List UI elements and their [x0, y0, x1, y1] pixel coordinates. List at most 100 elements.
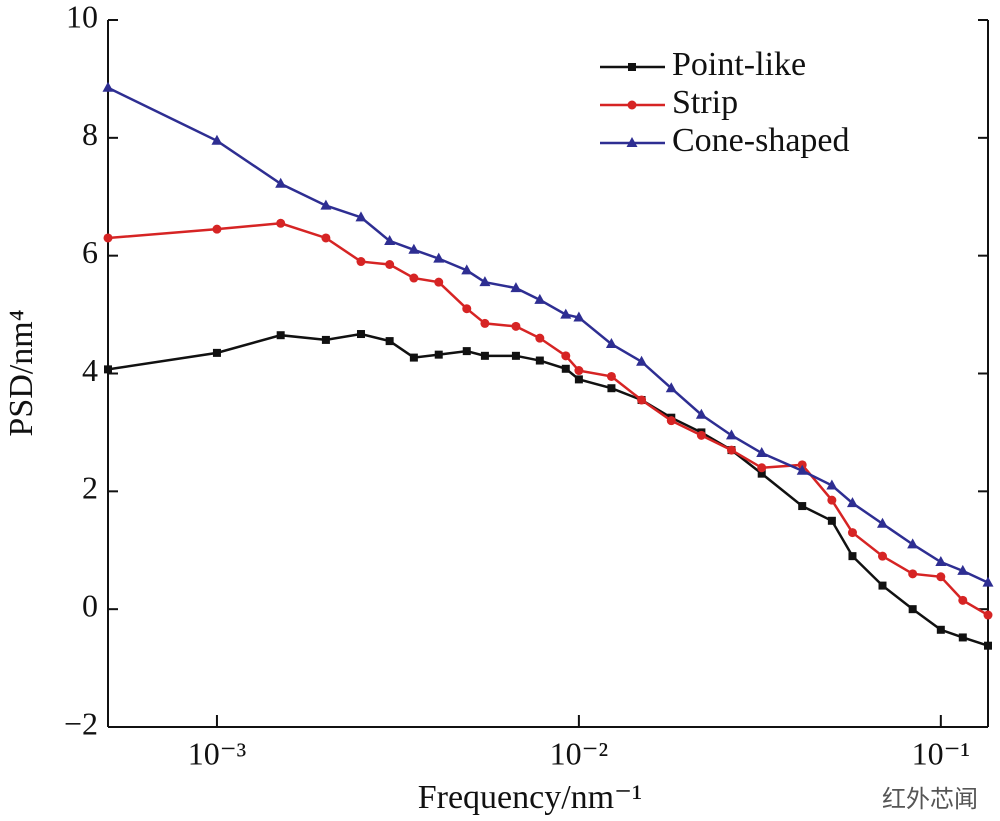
marker [637, 395, 647, 405]
marker [212, 348, 221, 357]
marker [957, 564, 969, 575]
marker [462, 304, 472, 314]
marker [384, 234, 396, 245]
marker [848, 552, 857, 561]
marker [561, 351, 571, 361]
marker [636, 355, 648, 366]
y-tick-label: 6 [82, 234, 98, 270]
marker [847, 528, 857, 538]
marker [907, 538, 919, 549]
marker [480, 351, 489, 360]
marker [796, 464, 808, 475]
marker [355, 211, 367, 222]
marker [958, 595, 968, 605]
marker [510, 282, 522, 293]
marker [846, 497, 858, 508]
marker [726, 445, 736, 455]
marker [356, 257, 366, 267]
y-tick-label: −2 [64, 705, 98, 741]
marker [511, 351, 520, 360]
marker [534, 293, 546, 304]
series-line [107, 86, 989, 584]
marker [434, 277, 444, 287]
y-tick-label: 4 [82, 352, 98, 388]
marker [984, 641, 992, 650]
x-tick-label: 10⁻³ [188, 735, 246, 771]
marker [574, 366, 584, 376]
marker [385, 260, 395, 270]
marker [798, 502, 807, 511]
x-tick-label: 10⁻² [550, 735, 608, 771]
legend-label: Strip [672, 84, 738, 121]
marker [321, 335, 330, 344]
marker [983, 610, 993, 620]
marker [666, 416, 676, 426]
marker [211, 134, 223, 145]
marker [276, 331, 285, 340]
marker [276, 218, 286, 228]
marker [479, 276, 491, 287]
y-tick-label: 10 [66, 0, 98, 34]
marker [535, 333, 545, 343]
marker [908, 569, 918, 579]
marker [695, 408, 707, 419]
marker [433, 252, 445, 263]
y-tick-label: 0 [82, 588, 98, 624]
marker [607, 384, 616, 393]
marker [827, 495, 837, 505]
marker [321, 233, 331, 243]
marker [756, 447, 768, 458]
legend-label: Cone-shaped [672, 122, 850, 159]
marker [535, 356, 544, 365]
y-tick-label: 2 [82, 470, 98, 506]
y-tick-label: 8 [82, 116, 98, 152]
marker [757, 469, 766, 478]
marker [561, 364, 570, 373]
marker [434, 350, 443, 359]
marker [275, 177, 287, 188]
series-line [107, 332, 989, 647]
marker [936, 572, 946, 582]
marker [626, 137, 638, 147]
marker [574, 375, 583, 384]
marker [827, 516, 836, 525]
x-axis-label: Frequency/nm⁻¹ [418, 779, 643, 816]
marker [212, 224, 222, 234]
marker [606, 371, 616, 381]
marker [878, 551, 888, 561]
marker [826, 479, 838, 490]
marker [908, 605, 917, 614]
marker [408, 243, 420, 254]
marker [935, 556, 947, 567]
marker [104, 365, 112, 374]
marker [958, 633, 967, 642]
marker [936, 625, 945, 634]
marker [573, 311, 585, 322]
marker [356, 330, 365, 339]
marker [627, 100, 637, 110]
x-tick-label: 10⁻¹ [912, 735, 970, 771]
watermark: 红外芯闻 [882, 785, 978, 813]
legend-label: Point-like [672, 46, 806, 83]
y-axis-label: PSD/nm⁴ [3, 309, 40, 436]
marker [757, 463, 767, 473]
marker [878, 581, 887, 590]
marker [102, 81, 114, 92]
marker [103, 233, 113, 243]
marker [320, 199, 332, 210]
marker [409, 353, 418, 362]
series-line [107, 221, 989, 617]
marker [665, 382, 677, 393]
marker [605, 338, 617, 349]
marker [511, 321, 521, 331]
marker [409, 273, 419, 283]
marker [696, 430, 706, 440]
marker [628, 63, 636, 71]
marker [725, 429, 737, 440]
marker [560, 308, 572, 319]
marker [480, 318, 490, 328]
marker [982, 576, 994, 587]
marker [462, 347, 471, 356]
marker [461, 264, 473, 275]
